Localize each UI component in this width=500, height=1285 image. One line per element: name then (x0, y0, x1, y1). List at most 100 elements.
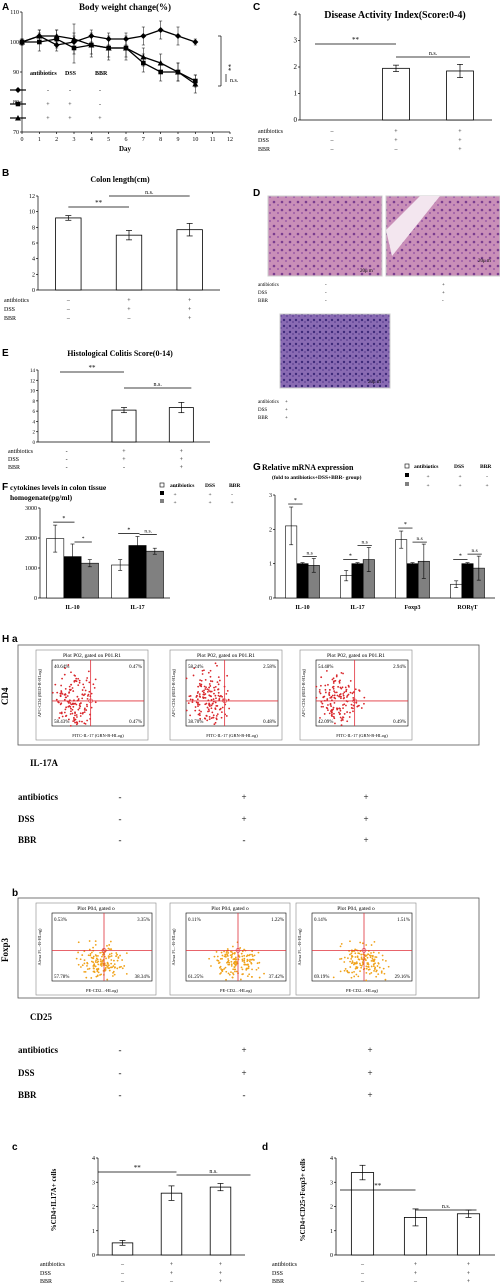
flow-b-1-event (93, 967, 95, 970)
y-tick-label: 0 (294, 116, 298, 124)
flow-a-3-event (332, 685, 335, 688)
flow-a-2-event (203, 689, 205, 692)
flow-b-1-event (110, 962, 113, 965)
flow-b-1-event (118, 966, 121, 969)
scalebar-label-2: 20μ m (478, 259, 491, 264)
flow-a-2-event (198, 695, 201, 698)
flow-b-3-event (358, 952, 361, 955)
flow-b-3-event (375, 969, 378, 972)
y-tick-label: 12 (30, 379, 36, 384)
flow-b-1-event (100, 962, 102, 965)
flow-b-3-event (365, 965, 368, 968)
treat-Hc-sign: + (219, 1271, 223, 1277)
treat-Hb-sign: + (367, 1090, 372, 1100)
svg-text:BBR: BBR (258, 299, 269, 304)
flow-a-2-event (213, 692, 215, 695)
svg-text:+: + (285, 400, 288, 405)
flow-b-3-event (358, 962, 361, 965)
sig-F-label: n.s. (144, 529, 152, 535)
svg-text:+: + (442, 283, 445, 288)
y-tick-label: 0 (92, 1253, 95, 1259)
legend-sign: + (230, 500, 233, 506)
flow-b-1-event (109, 955, 111, 958)
treat-Hd-sign: + (467, 1271, 471, 1277)
flow-a-1-event (73, 718, 76, 721)
flow-b-3-event (374, 966, 377, 969)
flow-a-2-event (221, 706, 224, 709)
flow-b-2-event (231, 952, 234, 955)
flow-a-2-q-ll: 38.70% (188, 720, 203, 725)
x-tick-label: 9 (177, 137, 180, 143)
treat-Hd-sign: + (467, 1262, 471, 1268)
flow-a-2-event (207, 710, 209, 713)
flow-b-3-event (340, 943, 343, 945)
flow-b-2-event (219, 957, 222, 960)
y-tick-label: 4 (330, 1156, 333, 1162)
flow-a-3-event (340, 724, 343, 727)
svg-text:BBR: BBR (480, 464, 492, 470)
flow-a-2-event (216, 664, 218, 667)
flow-a-3-event (332, 708, 334, 711)
flow-a-3-event (336, 694, 339, 697)
bar (446, 70, 474, 121)
svg-text:-: - (325, 283, 327, 288)
treat-B-sign: – (127, 316, 132, 322)
treat-Hb-sign: - (243, 1090, 246, 1100)
flow-a-2-event (208, 715, 211, 718)
flow-a-3-event (342, 704, 344, 706)
flow-a-3-event (335, 674, 338, 677)
flow-a-1-event (65, 714, 68, 717)
flow-b-1-event (94, 940, 97, 943)
flow-b-1-event (113, 973, 116, 976)
chart-title-C: Disease Activity Index(Score:0-4) (324, 10, 465, 21)
legend-sign: - (231, 492, 233, 498)
flow-a-3-event (339, 709, 342, 712)
svg-text:DSS: DSS (65, 71, 77, 77)
legend-marker (15, 101, 21, 107)
flow-b-3-event (376, 965, 379, 967)
flow-a-2-event (228, 707, 231, 710)
flow-a-3-event (322, 705, 324, 708)
flow-b-3-event (372, 963, 375, 966)
flow-a-1-event (93, 687, 96, 689)
treat-C-sign: + (394, 138, 398, 144)
flow-a-3-event (339, 716, 342, 719)
flow-b-2-event (219, 973, 221, 975)
y-tick-label: 2 (32, 272, 35, 278)
flow-b-1-event (94, 954, 97, 956)
flow-b-2-event (251, 953, 253, 956)
flow-a-2-event (212, 698, 215, 701)
flow-a-1-plot-area (51, 659, 145, 727)
flow-b-1-event (86, 968, 89, 971)
flow-b-1-event (89, 954, 92, 957)
panel-letter-D: D (253, 188, 260, 199)
svg-text:+: + (442, 291, 445, 296)
chart-title-F2: homogenate(pg/ml) (10, 493, 73, 502)
treat-Hc-sign: – (169, 1279, 174, 1285)
flow-a-3-event (325, 670, 328, 672)
sig-Hd2-label: n.s. (442, 1204, 451, 1210)
treat-E-label: BBR (8, 465, 20, 471)
flow-a-1-event (66, 695, 69, 697)
flow-b-2-event (245, 968, 248, 971)
y-tick-label: 2 (33, 431, 36, 436)
bar (350, 1172, 375, 1256)
flow-b-3-event (359, 941, 362, 944)
flow-a-3-event (331, 715, 333, 718)
flow-b-1-event (92, 946, 94, 949)
panelF-legend: antibiotics DSS BBR (159, 482, 241, 503)
flow-a-2-event (214, 685, 217, 688)
flow-b-3-event (371, 955, 374, 958)
flow-b-3-event (339, 945, 342, 948)
flow-b-2-event (224, 955, 227, 958)
flow-a-1-q-ul: 40.64% (54, 665, 69, 670)
flow-b-2-event (243, 954, 246, 957)
flow-b-2-event (224, 966, 227, 969)
flow-a-3-event (346, 696, 348, 698)
flow-a-3-event (324, 691, 327, 694)
flow-b-2-event (241, 955, 244, 958)
bar (382, 67, 410, 121)
bar (168, 407, 194, 443)
flow-a-2-event (200, 679, 203, 682)
flow-b-1-event (123, 965, 126, 967)
